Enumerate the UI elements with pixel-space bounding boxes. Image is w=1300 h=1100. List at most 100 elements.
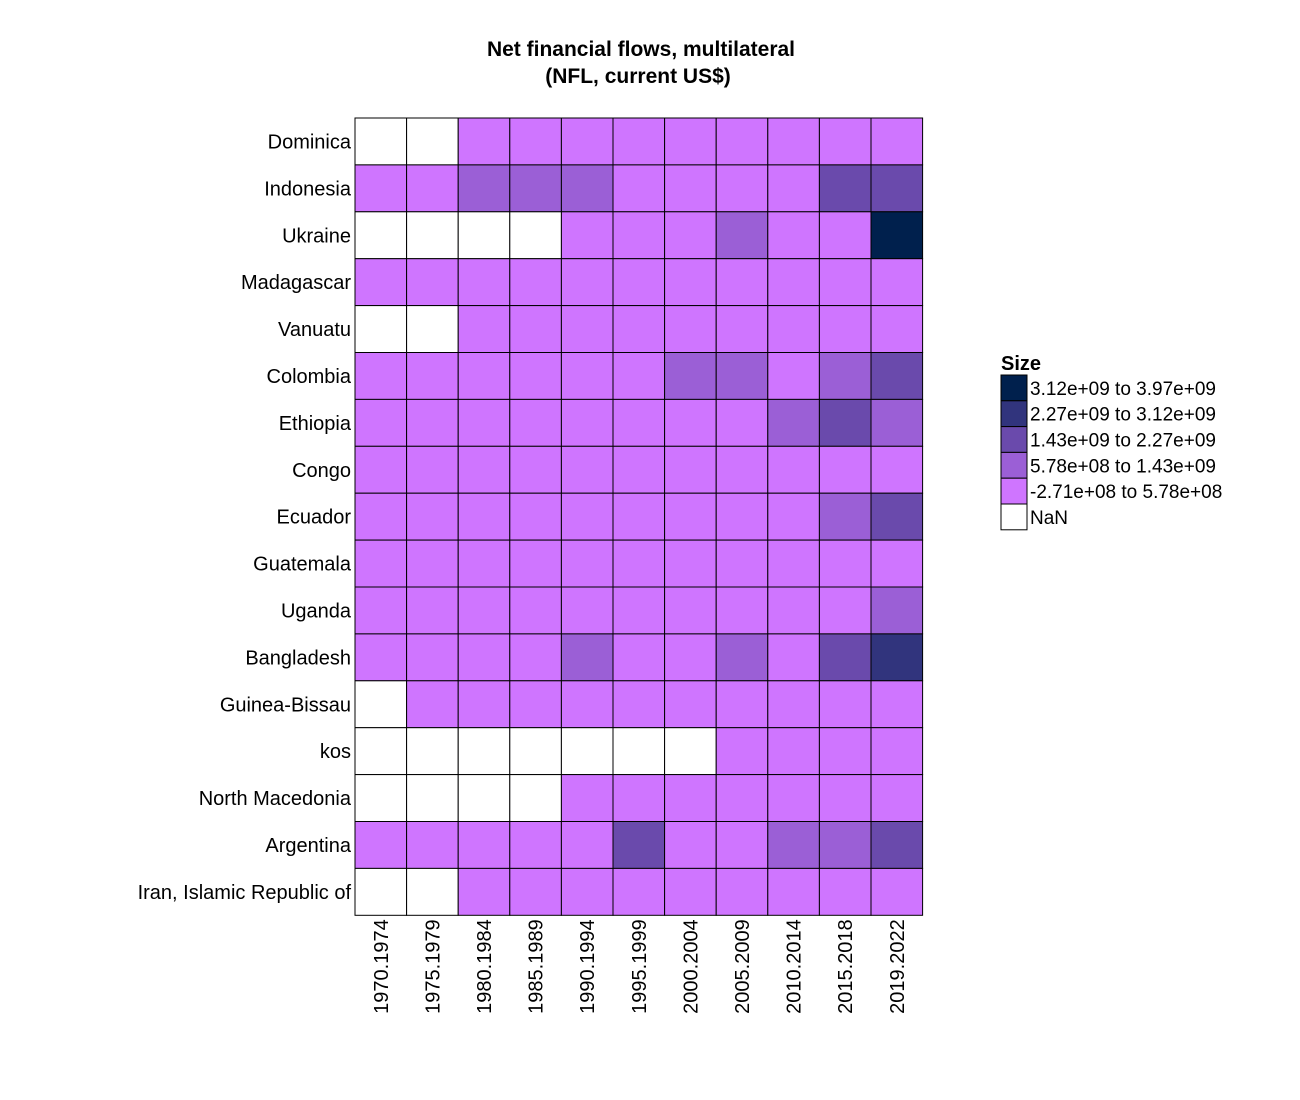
heatmap-cell <box>664 492 717 541</box>
heatmap-cell <box>457 211 511 260</box>
heatmap-cell <box>406 539 459 588</box>
heatmap-cell <box>612 445 666 494</box>
heatmap-cell <box>870 774 924 822</box>
heatmap-cell <box>664 117 717 166</box>
row-label: kos <box>320 741 351 763</box>
legend-swatch <box>1000 426 1028 453</box>
heatmap-cell <box>818 586 872 635</box>
heatmap-cell <box>870 352 924 400</box>
heatmap-cell <box>354 492 408 541</box>
heatmap-cell <box>354 586 408 635</box>
heatmap-cell <box>870 539 924 588</box>
heatmap-cell <box>767 774 820 822</box>
heatmap-cells <box>354 117 924 916</box>
heatmap-cell <box>354 211 408 260</box>
heatmap-cell <box>612 586 666 635</box>
row-labels: Dominica Indonesia Ukraine Madagascar Vanuat… <box>138 131 352 903</box>
heatmap-cell <box>406 258 459 307</box>
heatmap-cell <box>509 774 562 822</box>
column-label: 1970.1974 <box>371 919 393 1014</box>
heatmap-cell <box>406 774 459 822</box>
column-label: 1990.1994 <box>577 919 599 1014</box>
legend-label: -2.71e+08 to 5.78e+08 <box>1030 482 1222 503</box>
heatmap-cell <box>457 352 511 400</box>
heatmap-cell <box>767 539 820 588</box>
heatmap-cell <box>664 445 717 494</box>
heatmap-cell <box>560 633 614 682</box>
heatmap-cell <box>457 680 511 729</box>
heatmap-cell <box>715 305 769 354</box>
heatmap-cell <box>715 539 769 588</box>
heatmap-cell <box>457 445 511 494</box>
heatmap-cell <box>870 398 924 447</box>
heatmap-cell <box>767 633 820 682</box>
heatmap-cell <box>664 867 717 916</box>
heatmap-cell <box>560 398 614 447</box>
heatmap-cell <box>818 164 872 213</box>
heatmap-cell <box>354 680 408 729</box>
heatmap-cell <box>715 774 769 822</box>
row-label: Iran, Islamic Republic of <box>138 882 352 904</box>
heatmap-cell <box>406 445 459 494</box>
heatmap-cell <box>715 821 769 869</box>
heatmap-cell <box>560 164 614 213</box>
heatmap-cell <box>767 305 820 354</box>
heatmap-cell <box>457 117 511 166</box>
heatmap-cell <box>406 586 459 635</box>
heatmap-cell <box>406 821 459 869</box>
heatmap-cell <box>818 821 872 869</box>
heatmap-cell <box>664 539 717 588</box>
heatmap-cell <box>818 117 872 166</box>
heatmap-cell <box>612 821 666 869</box>
heatmap-cell <box>509 539 562 588</box>
heatmap-cell <box>509 211 562 260</box>
row-label: Guatemala <box>253 554 352 576</box>
heatmap-cell <box>715 633 769 682</box>
heatmap-cell <box>560 539 614 588</box>
heatmap-cell <box>406 727 459 776</box>
column-label: 1975.1979 <box>422 919 444 1014</box>
heatmap-cell <box>509 258 562 307</box>
heatmap-cell <box>818 398 872 447</box>
legend-title: Size <box>1001 353 1041 375</box>
heatmap-cell <box>354 352 408 400</box>
heatmap-cell <box>818 680 872 729</box>
heatmap-cell <box>767 258 820 307</box>
heatmap-cell <box>354 398 408 447</box>
column-label: 2000.2004 <box>680 919 702 1014</box>
column-label: 2019.2022 <box>887 919 909 1014</box>
heatmap-cell <box>354 305 408 354</box>
heatmap-cell <box>612 633 666 682</box>
heatmap-cell <box>560 867 614 916</box>
heatmap-cell <box>354 867 408 916</box>
row-label: Colombia <box>267 366 352 388</box>
heatmap-cell <box>354 164 408 213</box>
heatmap-cell <box>406 633 459 682</box>
heatmap-cell <box>870 445 924 494</box>
heatmap-cell <box>818 539 872 588</box>
legend-label: NaN <box>1030 508 1068 529</box>
chart-title: Net financial flows, multilateral <box>487 38 795 61</box>
row-label: Uganda <box>281 600 352 622</box>
heatmap-cell <box>612 680 666 729</box>
heatmap-cell <box>870 258 924 307</box>
heatmap-cell <box>767 117 820 166</box>
heatmap-cell <box>612 774 666 822</box>
heatmap-cell <box>509 492 562 541</box>
heatmap-cell <box>406 680 459 729</box>
heatmap-cell <box>560 680 614 729</box>
row-label: Ecuador <box>277 507 352 529</box>
heatmap-cell <box>767 680 820 729</box>
heatmap-cell <box>509 727 562 776</box>
heatmap-cell <box>560 774 614 822</box>
heatmap-cell <box>509 352 562 400</box>
heatmap-cell <box>509 867 562 916</box>
heatmap-cell <box>818 727 872 776</box>
heatmap-cell <box>870 492 924 541</box>
heatmap-cell <box>354 117 408 166</box>
heatmap-cell <box>560 305 614 354</box>
heatmap-cell <box>767 398 820 447</box>
row-label: Vanuatu <box>278 319 351 341</box>
heatmap-cell <box>664 633 717 682</box>
heatmap-cell <box>715 680 769 729</box>
